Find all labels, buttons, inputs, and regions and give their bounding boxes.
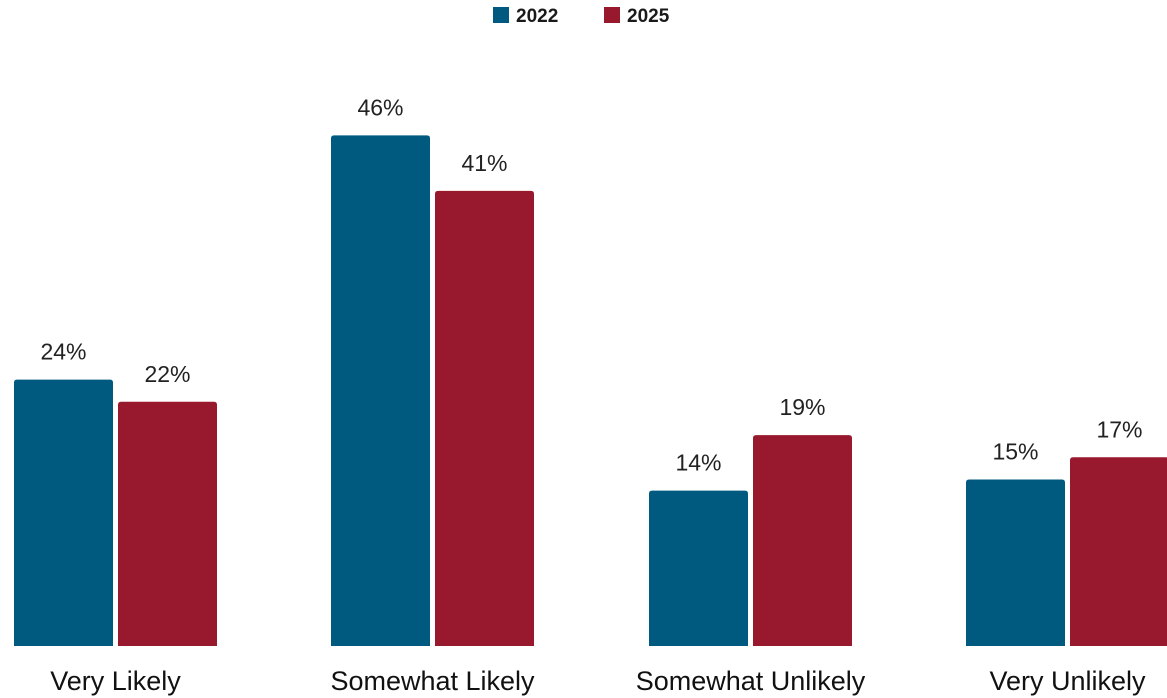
category-label-very-likely: Very Likely: [50, 666, 181, 696]
category-label-very-unlikely: Very Unlikely: [989, 666, 1146, 696]
legend-label-2022: 2022: [516, 6, 558, 27]
legend-swatch-2025: [604, 7, 620, 23]
bar-somewhat-unlikely-2025: [753, 435, 852, 646]
category-labels-layer: Very Likely Somewhat Likely Somewhat Unlik…: [50, 666, 1146, 696]
value-label-very-likely-2025: 22%: [144, 361, 190, 387]
value-label-very-unlikely-2025: 17%: [1096, 416, 1142, 442]
legend: 2022 2025: [493, 6, 670, 27]
bars-layer: [14, 135, 1167, 646]
bar-somewhat-unlikely-2022: [649, 490, 748, 646]
value-label-somewhat-unlikely-2025: 19%: [779, 394, 825, 420]
bar-very-unlikely-2022: [966, 479, 1065, 646]
category-label-somewhat-unlikely: Somewhat Unlikely: [636, 666, 866, 696]
bar-very-likely-2025: [118, 401, 217, 646]
bar-somewhat-likely-2025: [435, 190, 534, 646]
value-labels-layer: 24% 22% 46% 41% 14% 19% 15% 17%: [40, 94, 1142, 475]
value-label-very-likely-2022: 24%: [40, 339, 86, 365]
bar-somewhat-likely-2022: [331, 135, 430, 646]
legend-label-2025: 2025: [627, 6, 670, 27]
value-label-somewhat-likely-2022: 46%: [357, 94, 403, 120]
value-label-somewhat-unlikely-2022: 14%: [675, 450, 721, 476]
value-label-somewhat-likely-2025: 41%: [461, 150, 507, 176]
category-label-somewhat-likely: Somewhat Likely: [330, 666, 535, 696]
bar-very-likely-2022: [14, 379, 113, 646]
legend-swatch-2022: [493, 7, 509, 23]
bar-very-unlikely-2025: [1070, 457, 1167, 646]
value-label-very-unlikely-2022: 15%: [992, 439, 1038, 465]
